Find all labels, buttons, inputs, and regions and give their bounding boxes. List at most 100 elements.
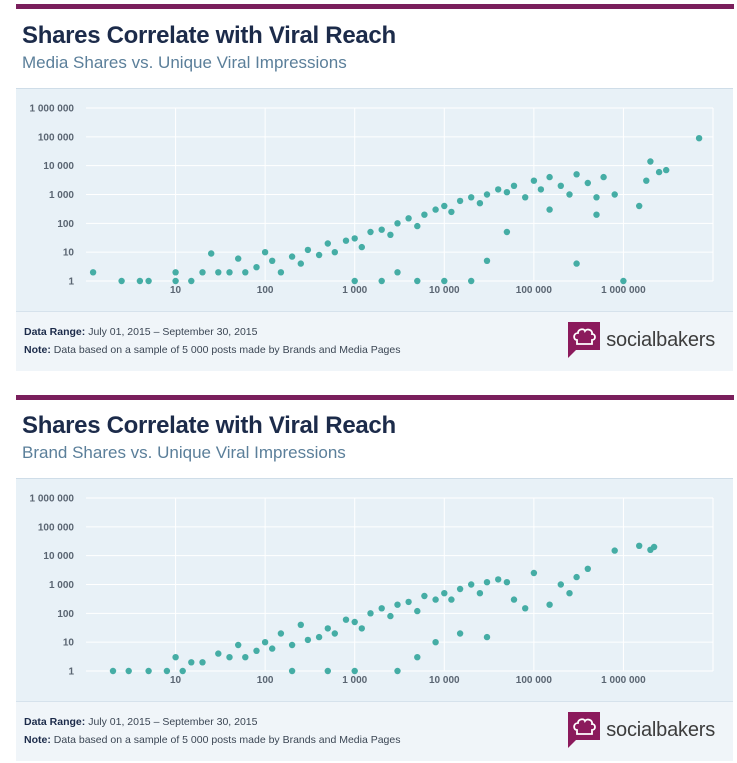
data-point [145,277,152,285]
data-range-label: Data Range: [24,716,86,728]
data-point [342,616,350,623]
scatter-chart-brand: 1 000 000 100 000 10 000 1 000 100 10 1 10 100 1 … [30,494,714,686]
data-point [269,645,276,652]
data-point [315,251,323,259]
x-tick-label: 1 000 000 [601,675,646,686]
socialbakers-logo: socialbakers [568,321,715,359]
data-point [584,179,591,187]
note-label: Note: [24,344,51,356]
data-point [546,206,553,213]
data-point [145,667,152,675]
data-point [172,269,179,276]
panel-title: Shares Correlate with Viral Reach [22,412,396,439]
data-point [468,194,475,201]
data-point [199,659,206,666]
x-tick-label: 10 000 [429,285,460,296]
data-point [530,569,538,577]
data-point [483,579,491,586]
data-point [378,277,385,285]
data-point [510,596,518,603]
data-point [456,585,464,593]
x-tick-label: 100 000 [516,285,553,296]
data-point [288,667,296,675]
data-point [468,277,475,285]
data-point [495,186,502,193]
y-tick-label: 100 000 [38,132,75,143]
data-point [448,596,455,603]
y-tick-label: 100 [57,609,74,620]
panel-title: Shares Correlate with Viral Reach [22,22,396,49]
data-point [118,277,125,285]
data-point [421,592,428,600]
data-point [387,612,394,620]
data-point [620,277,627,285]
y-tick-label: 1 000 [49,580,74,591]
data-point [172,654,179,661]
data-point [510,182,518,189]
x-tick-label: 1 000 000 [601,285,646,296]
data-point [351,235,358,242]
data-point [405,215,412,222]
data-point [456,630,464,637]
data-point [215,269,222,276]
chart-panel-media: Shares Correlate with Viral Reach Media … [0,0,737,380]
data-point [277,269,285,276]
data-point [611,191,618,198]
data-point [394,220,401,227]
data-point [324,240,331,247]
data-point [566,590,573,597]
chart-footer: Data Range: July 01, 2015 – September 30… [16,701,733,761]
data-point [324,625,331,632]
chart-plot-area: 1 000 000 100 000 10 000 1 000 100 10 1 10 100 1 … [16,88,733,311]
data-point [405,598,412,606]
data-point [288,641,296,649]
data-point [351,667,358,675]
data-point [566,191,573,198]
data-point [414,607,421,615]
data-point [179,667,186,675]
logo-text: socialbakers [606,328,715,351]
data-point [331,630,338,637]
data-point [235,255,242,262]
data-point [351,277,358,285]
data-point [584,565,591,572]
data-point [304,636,312,644]
data-point [297,260,304,267]
data-point [358,625,365,632]
data-point [468,581,475,588]
data-point [650,543,658,551]
data-point [695,135,703,142]
y-tick-label: 10 [63,638,75,649]
data-point [441,277,448,285]
data-point [226,269,233,276]
data-point [125,667,132,675]
data-point [208,250,215,257]
data-range-value: July 01, 2015 – September 30, 2015 [88,716,258,728]
data-point [242,654,249,661]
data-point [421,211,428,218]
data-point [546,601,553,608]
x-tick-label: 10 000 [429,675,460,686]
panel-subtitle: Media Shares vs. Unique Viral Impression… [22,53,347,72]
data-point [663,166,670,174]
data-point [89,269,97,276]
y-tick-label: 100 [57,219,74,230]
note-label: Note: [24,734,51,746]
chef-hat-icon [568,322,601,358]
panel-subtitle: Brand Shares vs. Unique Viral Impression… [22,443,346,462]
y-tick-label: 100 000 [38,522,75,533]
data-point [136,277,144,285]
data-point [242,269,249,276]
data-point [546,173,553,181]
note-value: Data based on a sample of 5 000 posts ma… [53,734,401,746]
y-tick-label: 10 000 [43,551,74,562]
x-tick-label: 100 [257,285,274,296]
data-point [573,171,580,178]
data-point [378,226,385,233]
data-point [304,246,312,254]
chart-footer: Data Range: July 01, 2015 – September 30… [16,311,733,371]
scatter-chart-media: 1 000 000 100 000 10 000 1 000 100 10 1 10 100 1 … [30,104,714,296]
chart-panel-brand: Shares Correlate with Viral Reach Brand … [0,392,737,763]
y-tick-label: 1 [68,277,74,288]
x-tick-label: 10 [170,285,182,296]
